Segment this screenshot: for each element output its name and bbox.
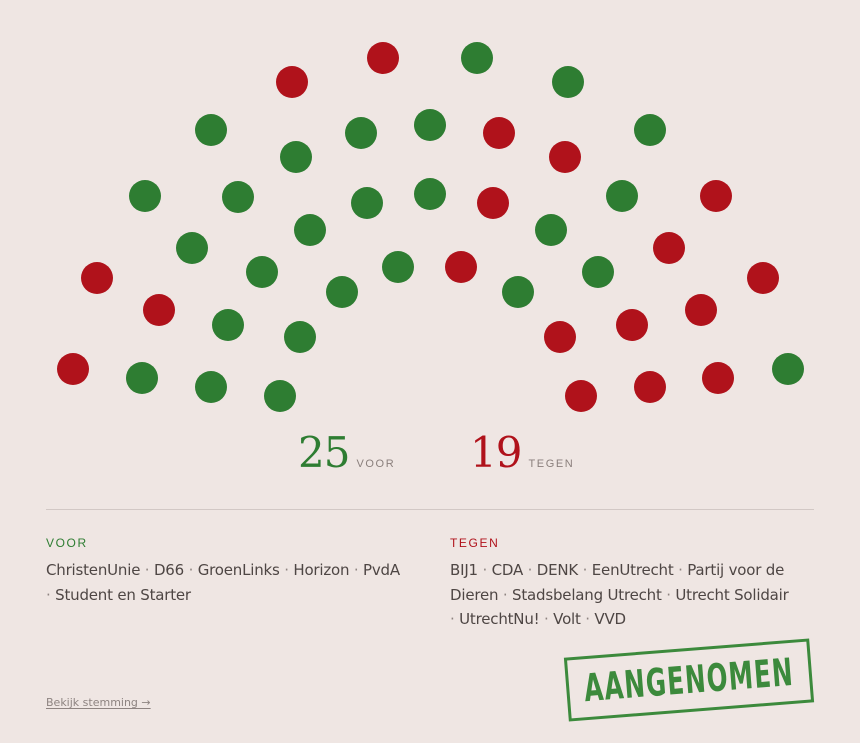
seat-tegen	[747, 262, 779, 294]
seat-tegen	[549, 141, 581, 173]
seat-tegen	[57, 353, 89, 385]
vote-totals: 25 VOOR 19 TEGEN	[0, 428, 860, 488]
seat-tegen	[477, 187, 509, 219]
seat-voor	[382, 251, 414, 283]
party-separator: ·	[580, 610, 595, 628]
party-name: PvdA	[363, 561, 400, 579]
tegen-count-label: TEGEN	[528, 458, 575, 470]
seat-tegen	[653, 232, 685, 264]
seat-voor	[414, 178, 446, 210]
party-separator: ·	[578, 561, 592, 579]
party-separator: ·	[523, 561, 537, 579]
seat-voor	[126, 362, 158, 394]
party-separator: ·	[279, 561, 294, 579]
tegen-count: 19	[470, 428, 522, 477]
seat-tegen	[276, 66, 308, 98]
party-name: DENK	[536, 561, 579, 579]
seat-voor	[634, 114, 666, 146]
voor-column: VOOR ChristenUnie · D66 · GroenLinks · H…	[46, 536, 406, 607]
party-name: D66	[153, 561, 184, 579]
party-separator: ·	[140, 561, 154, 579]
party-name: Stadsbelang Utrecht	[512, 585, 662, 604]
party-name: UtrechtNu!	[459, 610, 540, 628]
seat-voor	[345, 117, 377, 149]
party-name: GroenLinks	[197, 561, 280, 579]
total-voor: 25 VOOR	[298, 428, 395, 478]
adopted-stamp: AANGENOMEN	[563, 638, 815, 722]
seat-tegen	[81, 262, 113, 294]
seat-tegen	[544, 321, 576, 353]
seat-hemicycle	[57, 42, 804, 412]
seat-tegen	[367, 42, 399, 74]
seat-tegen	[565, 380, 597, 412]
party-separator: ·	[477, 561, 492, 579]
seat-voor	[176, 232, 208, 264]
seat-tegen	[634, 371, 666, 403]
seat-tegen	[685, 294, 717, 326]
seat-voor	[195, 371, 227, 403]
seat-voor	[772, 353, 804, 385]
voor-count: 25	[298, 428, 350, 477]
seat-voor	[264, 380, 296, 412]
seat-tegen	[445, 251, 477, 283]
seat-voor	[246, 256, 278, 288]
seat-voor	[461, 42, 493, 74]
party-name: CDA	[491, 561, 524, 579]
party-separator: ·	[498, 585, 513, 604]
voor-heading: VOOR	[46, 536, 88, 550]
tegen-party-list: BIJ1 · CDA · DENK · EenUtrecht · Partij …	[450, 558, 795, 632]
seat-voor	[582, 256, 614, 288]
seat-voor	[552, 66, 584, 98]
seat-tegen	[616, 309, 648, 341]
seat-voor	[326, 276, 358, 308]
seat-voor	[195, 114, 227, 146]
party-separator: ·	[184, 561, 198, 579]
party-name: BIJ1	[450, 561, 478, 579]
party-separator: ·	[661, 585, 676, 604]
party-separator: ·	[539, 610, 554, 628]
seat-voor	[129, 180, 161, 212]
seat-voor	[414, 109, 446, 141]
party-separator: ·	[46, 585, 56, 604]
seat-voor	[351, 187, 383, 219]
party-name: Student en Starter	[55, 585, 191, 604]
party-name: Volt	[553, 610, 581, 628]
party-name: Horizon	[293, 561, 350, 579]
view-vote-link[interactable]: Bekijk stemming →	[46, 696, 151, 709]
party-separator: ·	[349, 561, 364, 579]
seat-tegen	[702, 362, 734, 394]
tegen-heading: TEGEN	[450, 536, 500, 550]
seat-tegen	[700, 180, 732, 212]
voor-count-label: VOOR	[356, 458, 396, 470]
total-tegen: 19 TEGEN	[470, 428, 574, 478]
seat-voor	[284, 321, 316, 353]
seat-voor	[294, 214, 326, 246]
voor-party-list: ChristenUnie · D66 · GroenLinks · Horizo…	[46, 558, 406, 607]
seat-voor	[222, 181, 254, 213]
party-separator: ·	[450, 610, 460, 628]
tegen-column: TEGEN BIJ1 · CDA · DENK · EenUtrecht · P…	[450, 536, 795, 632]
party-name: EenUtrecht	[591, 561, 674, 579]
seat-voor	[535, 214, 567, 246]
seat-voor	[502, 276, 534, 308]
seat-tegen	[143, 294, 175, 326]
party-name: Partij voor de Dieren	[450, 561, 785, 604]
party-separator: ·	[673, 561, 688, 579]
seat-voor	[212, 309, 244, 341]
stamp-text: AANGENOMEN	[582, 649, 796, 711]
seat-voor	[606, 180, 638, 212]
seat-voor	[280, 141, 312, 173]
party-name: Utrecht Solidair	[675, 585, 789, 604]
party-name: VVD	[594, 610, 626, 628]
party-name: ChristenUnie	[46, 561, 141, 579]
seat-tegen	[483, 117, 515, 149]
divider	[46, 509, 814, 510]
